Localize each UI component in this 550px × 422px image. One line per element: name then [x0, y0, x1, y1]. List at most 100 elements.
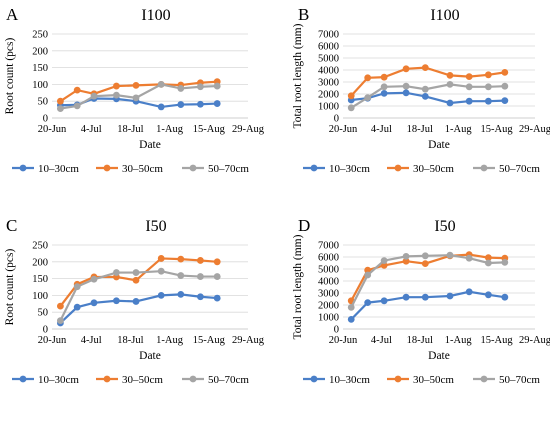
y-tick-label: 200 [32, 46, 48, 57]
y-tick-label: 250 [32, 30, 48, 41]
data-point [364, 299, 372, 306]
x-tick-label: 4-Jul [81, 335, 102, 346]
data-point [446, 251, 454, 259]
data-point [177, 290, 185, 298]
series-line-1 [59, 293, 218, 324]
data-point [113, 91, 120, 99]
x-tick-label: 15-Aug [193, 335, 226, 346]
y-tick-label: 4000 [318, 66, 339, 77]
data-point [402, 293, 410, 301]
data-point [90, 92, 98, 100]
x-tick-label: 29-Aug [232, 335, 265, 346]
data-point [465, 97, 473, 105]
legend-swatch-marker [480, 164, 488, 172]
data-point [380, 297, 388, 305]
data-point [501, 259, 509, 266]
data-point [347, 304, 355, 311]
data-point [197, 257, 204, 264]
data-point [132, 269, 140, 276]
x-axis-label: Date [139, 350, 161, 362]
legend-label: 30–50cm [413, 374, 454, 386]
data-point [484, 259, 492, 267]
y-tick-label: 1000 [318, 102, 339, 113]
data-point [197, 83, 204, 91]
data-point [421, 93, 429, 100]
y-tick-label: 3000 [318, 289, 339, 300]
data-point [177, 85, 185, 92]
y-tick-label: 0 [334, 114, 339, 125]
data-point [90, 299, 98, 307]
x-tick-label: 4-Jul [371, 335, 392, 346]
x-axis-label: Date [139, 139, 161, 151]
x-tick-label: 4-Jul [371, 124, 392, 135]
y-tick-label: 7000 [318, 30, 339, 41]
x-tick-label: 20-Jun [329, 124, 358, 135]
legend-label: 10–30cm [329, 163, 370, 175]
y-tick-label: 6000 [318, 253, 339, 264]
data-point [73, 86, 81, 94]
legend-swatch-marker [103, 375, 111, 383]
legend-label: 10–30cm [329, 374, 370, 386]
data-point [197, 273, 204, 280]
y-tick-label: 100 [32, 291, 48, 302]
data-point [73, 102, 81, 110]
y-tick-label: 5000 [318, 265, 339, 276]
data-point [73, 303, 81, 311]
data-point [446, 292, 454, 300]
data-point [501, 82, 509, 90]
data-point [380, 73, 388, 81]
legend-swatch-marker [189, 164, 197, 172]
y-tick-label: 0 [334, 325, 339, 336]
data-point [364, 271, 372, 279]
data-point [57, 302, 64, 310]
data-point [113, 297, 120, 305]
data-point [484, 83, 492, 91]
data-point [213, 258, 221, 266]
chart-title: I100 [141, 7, 170, 24]
data-point [421, 260, 429, 267]
y-tick-label: 1000 [318, 313, 339, 324]
x-tick-label: 15-Aug [481, 335, 514, 346]
data-point [402, 65, 410, 73]
data-point [197, 293, 204, 301]
data-point [347, 92, 355, 100]
data-point [364, 74, 372, 82]
data-point [157, 103, 165, 111]
data-point [421, 64, 429, 71]
data-point [465, 83, 473, 91]
data-point [402, 89, 410, 97]
x-tick-label: 20-Jun [329, 335, 358, 346]
legend-swatch-marker [310, 375, 318, 383]
y-tick-label: 2000 [318, 301, 339, 312]
data-point [157, 81, 165, 88]
legend-swatch-marker [310, 164, 318, 172]
x-tick-label: 20-Jun [38, 124, 67, 135]
data-point [364, 94, 372, 101]
x-tick-label: 1-Aug [156, 124, 184, 135]
x-tick-label: 18-Jul [407, 335, 433, 346]
chart-panel-c: C I50 0 50 100 150 200 250 20-Jun 4-Jul 18-Jul 1-Au… [4, 216, 265, 386]
data-point [402, 257, 410, 265]
data-point [132, 298, 140, 305]
data-point [465, 288, 473, 296]
legend-swatch-marker [19, 375, 27, 383]
x-tick-label: 1-Aug [156, 335, 184, 346]
panel-letter: C [6, 216, 17, 235]
data-point [501, 293, 509, 301]
legend-label: 30–50cm [122, 374, 163, 386]
legend-label: 30–50cm [413, 163, 454, 175]
y-tick-label: 0 [43, 325, 48, 336]
data-point [347, 316, 355, 323]
data-point [380, 90, 388, 97]
legend-swatch-marker [394, 164, 402, 172]
data-point [501, 69, 509, 76]
legend-swatch-marker [189, 375, 197, 383]
x-tick-label: 1-Aug [445, 124, 473, 135]
y-tick-label: 250 [32, 241, 48, 252]
y-tick-label: 100 [32, 80, 48, 91]
y-tick-label: 150 [32, 274, 48, 285]
x-tick-label: 29-Aug [519, 335, 550, 346]
chart-panel-a: A I100 0 50 100 150 200 250 20-Jun 4-Jul 18-Jul 1-A… [4, 5, 265, 175]
x-tick-label: 4-Jul [81, 124, 102, 135]
